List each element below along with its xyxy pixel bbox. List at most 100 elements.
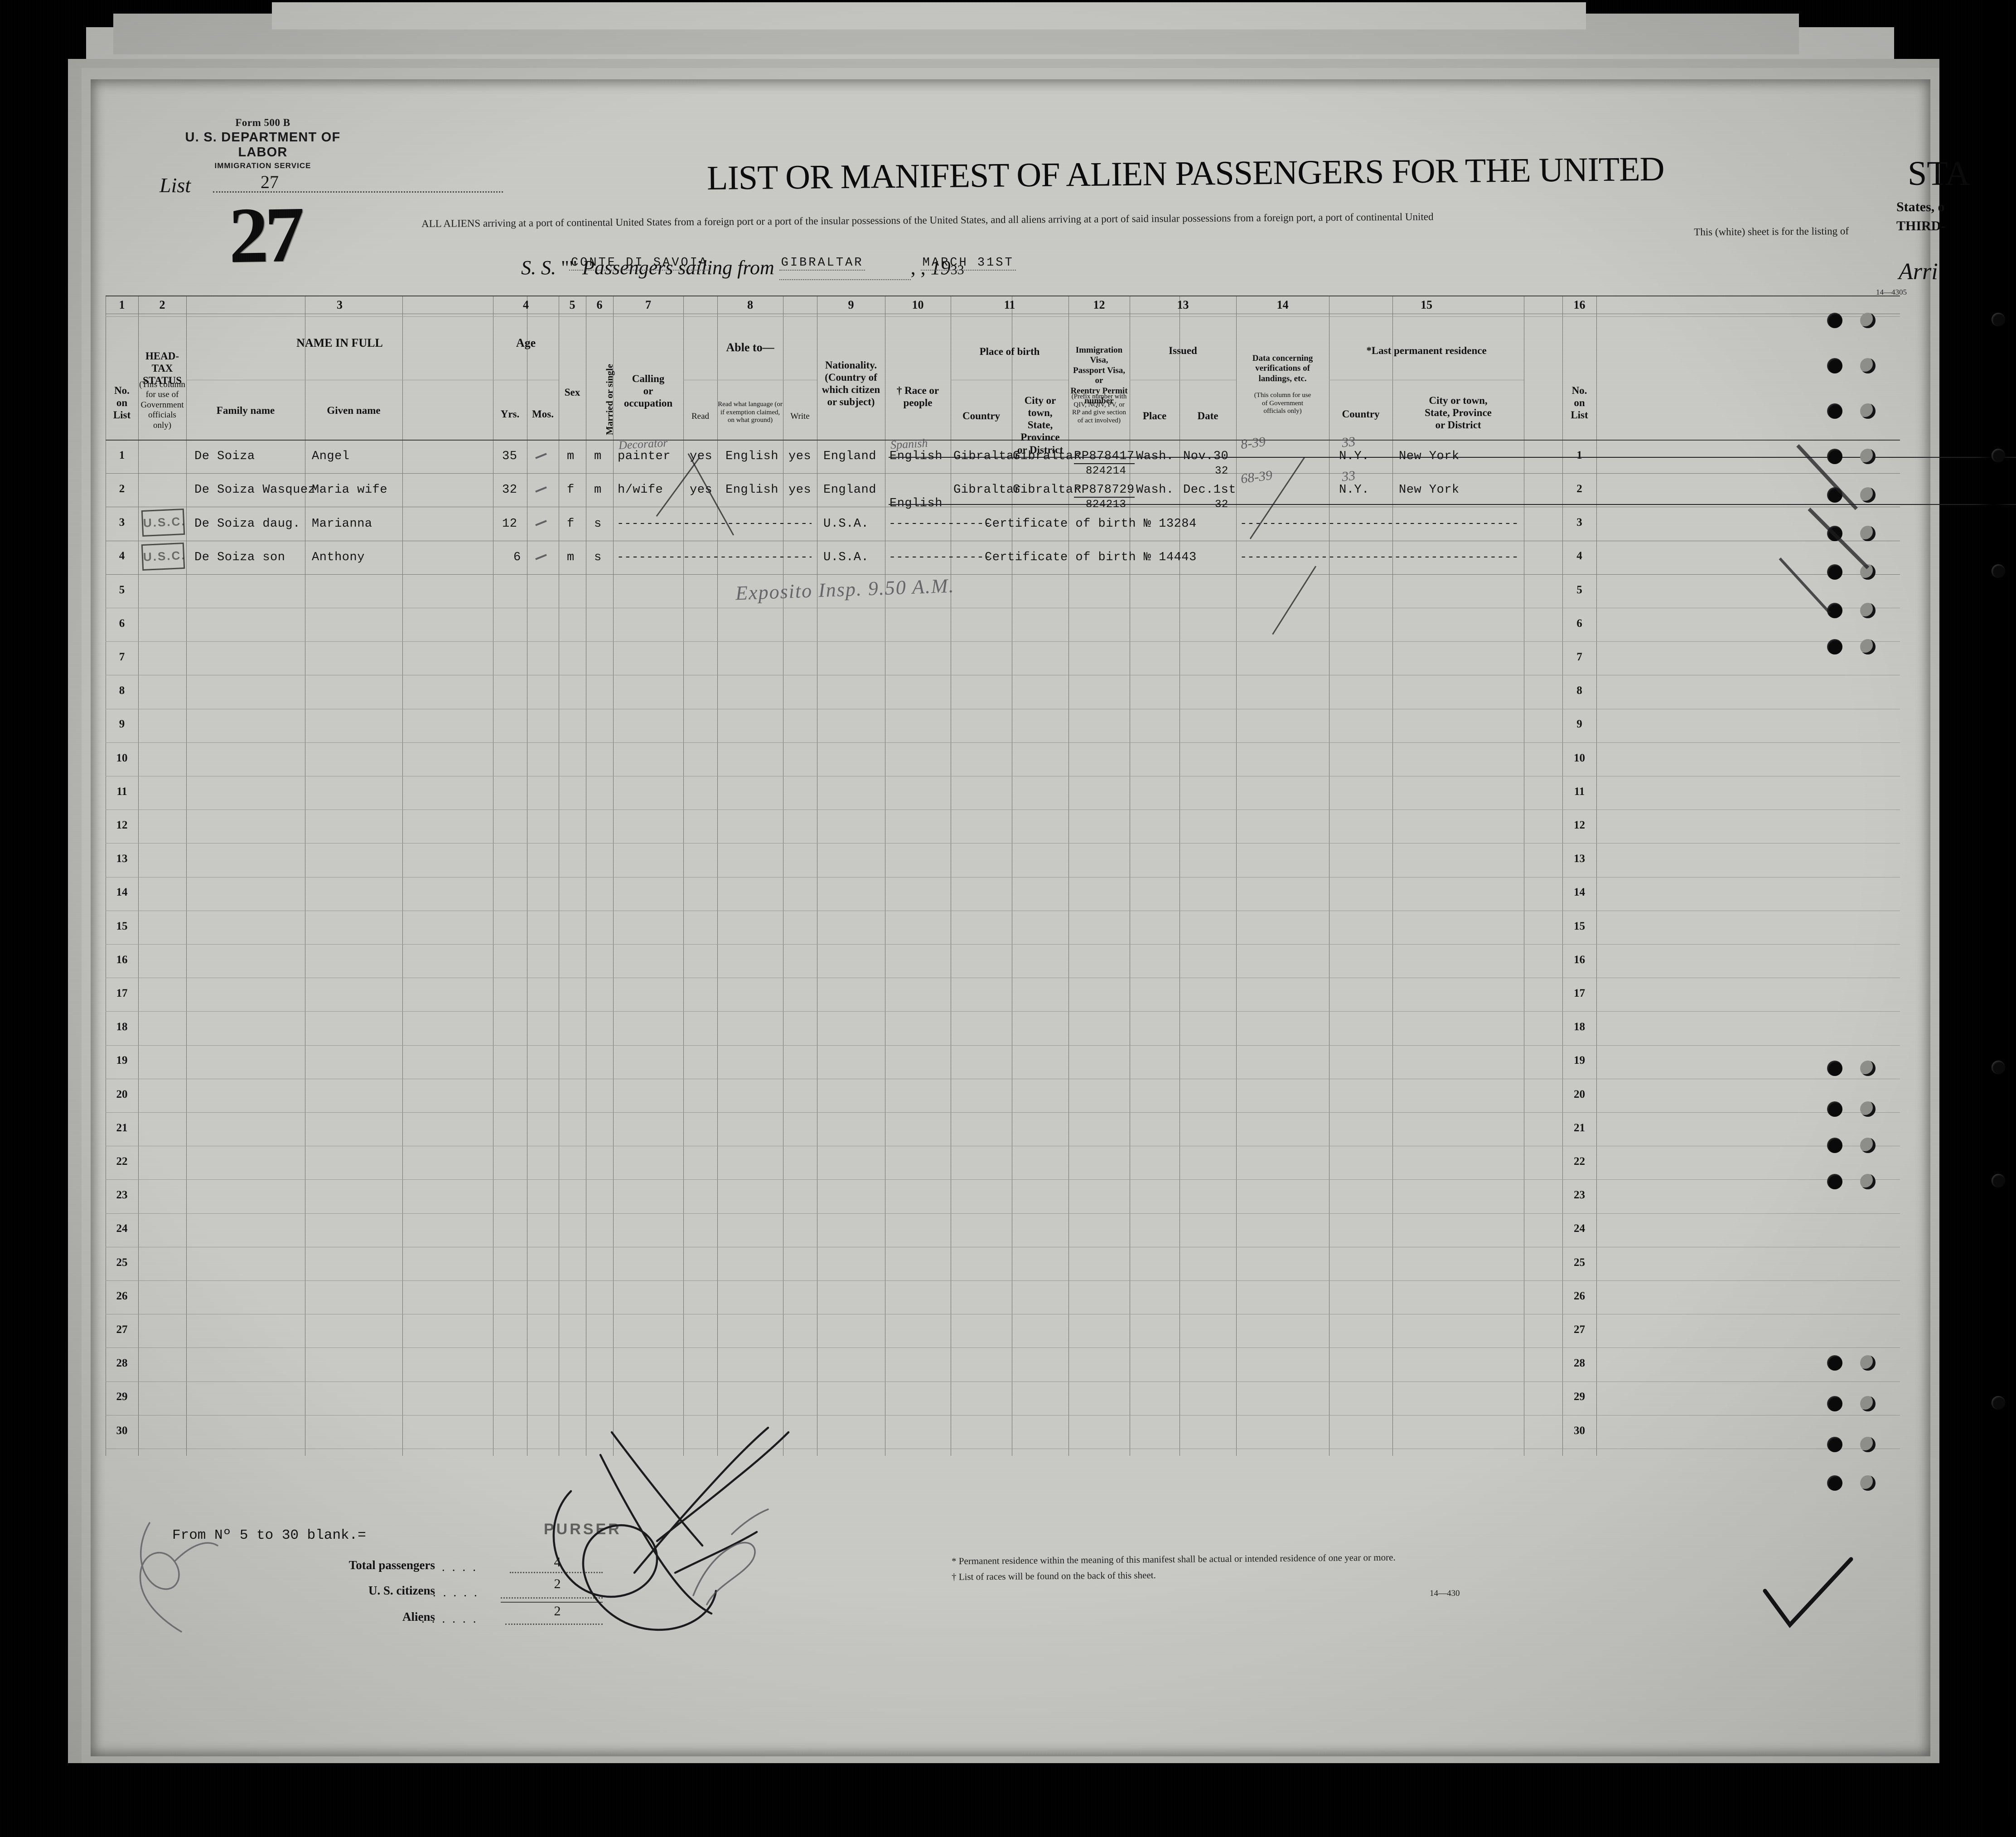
table-row-divider (106, 316, 1900, 317)
punch-hole (1827, 1475, 1842, 1491)
table-row-divider (106, 1011, 1900, 1012)
dot-leader-total: .... (442, 1560, 483, 1574)
cell-family-name: De Soiza daug. (194, 517, 300, 531)
row-number-left: 5 (119, 583, 125, 596)
column-number-6: 6 (596, 298, 603, 311)
cell-dashes-verification: ----------------------------------------… (1240, 550, 1518, 564)
cell-given-name: Marianna (312, 517, 372, 531)
column-header-caption: Data concerning verifications of landings,… (1252, 354, 1313, 383)
ship-name: CONTE DI SAVOIA (569, 256, 711, 271)
manifest-sheet (91, 79, 1930, 1756)
head-tax-stamp: U.S.C. (141, 542, 186, 571)
cell-visa-number-2: 824213 (1086, 499, 1126, 511)
aliens-value: 2 (554, 1604, 561, 1619)
cell-residence-city: New York (1399, 483, 1460, 497)
column-number-12: 12 (1093, 298, 1105, 311)
punch-hole (1827, 1396, 1842, 1411)
cell-married-single: s (594, 517, 602, 531)
row-number-right: 26 (1574, 1289, 1585, 1302)
cell-sex: m (567, 450, 575, 464)
year-prefix: 19 (930, 257, 951, 279)
cell-residence-handwritten: 33 (1341, 434, 1356, 451)
row-number-right: 13 (1574, 853, 1585, 865)
column-header-caption: Immigration Visa, Passport Visa, or Reentr… (1070, 345, 1128, 406)
column-number-7: 7 (645, 298, 651, 311)
row-number-right: 18 (1574, 1021, 1585, 1033)
column-header-caption: HEAD-TAX STATUS (142, 350, 182, 387)
punch-hole-adjacent-sheet (1992, 1396, 2005, 1410)
column-number-9: 9 (848, 298, 854, 311)
cell-issued-place: Wash. (1136, 450, 1174, 464)
list-underline (213, 191, 503, 193)
row-number-left: 22 (116, 1155, 128, 1168)
row-number-left: 29 (116, 1391, 128, 1403)
column-header-married-or-single: Married or single (604, 364, 615, 435)
punch-hole (1827, 358, 1842, 373)
row-number-left: 27 (116, 1323, 128, 1336)
purser-stamp: PURSER (544, 1521, 622, 1538)
page-title-continuation: STA (1908, 155, 1970, 193)
column-header-caption: Age (516, 336, 536, 349)
row-number-left: 13 (116, 853, 128, 865)
table-column-divider (683, 296, 684, 1456)
cell-given-name: Maria wife (312, 483, 388, 497)
cell-sex: f (567, 517, 575, 531)
cell-sex: m (567, 550, 575, 564)
punch-hole (1860, 313, 1876, 328)
column-number-15: 15 (1421, 298, 1432, 311)
punch-hole-adjacent-sheet (1992, 449, 2005, 462)
row-number-left: 2 (119, 482, 125, 495)
row-number-left: 26 (116, 1289, 128, 1302)
cell-read-language: English (725, 483, 778, 497)
column-header-caption: Nationality. (Country of which citizen or s… (822, 359, 880, 408)
cell-nationality: U.S.A. (823, 550, 869, 564)
column-header-caption: No. on List (113, 385, 131, 421)
table-row-divider (106, 1179, 1900, 1180)
punch-hole (1827, 1061, 1842, 1076)
inspector-handwritten-note: Exposito Insp. 9.50 A.M. (735, 574, 955, 605)
cell-dashes-race: --------------- (889, 517, 991, 531)
row-number-right: 20 (1574, 1088, 1585, 1100)
punch-hole-adjacent-sheet (1992, 564, 2005, 578)
us-citizens-value: 2 (554, 1576, 561, 1591)
row-number-right: 23 (1574, 1189, 1585, 1202)
punch-hole (1860, 603, 1876, 618)
column-number-4: 4 (523, 298, 529, 311)
column-header-caption: Place of birth (979, 346, 1040, 357)
column-header-caption: Place (1142, 410, 1167, 422)
column-number-2: 2 (159, 298, 165, 311)
cell-birth-country: Gibraltar (953, 483, 1022, 497)
row-number-left: 18 (116, 1021, 128, 1033)
row-number-right: 15 (1574, 920, 1585, 932)
table-column-divider (402, 296, 403, 1456)
list-number-large: 27 (228, 190, 302, 280)
row-number-right: 17 (1574, 987, 1585, 999)
punch-hole (1860, 403, 1876, 419)
punch-hole (1827, 639, 1842, 654)
row-number-right: 30 (1574, 1424, 1585, 1437)
cell-occupation-handwritten: Decorator (618, 436, 668, 452)
voyage-line: S. S. " CONTE DI SAVOIA " Passengers saili… (521, 256, 1016, 280)
instructions-right-1: States, o (1896, 199, 1945, 214)
cell-read-language: English (725, 450, 778, 464)
punch-hole (1860, 358, 1876, 373)
table-row-divider (106, 742, 1900, 743)
table-row-divider (106, 473, 1900, 474)
cell-issued-date: Nov.30 (1183, 450, 1229, 464)
cell-birth-city: Gibraltar (1013, 450, 1081, 464)
cell-read: yes (690, 450, 713, 464)
punch-hole-adjacent-sheet (1992, 1174, 2005, 1188)
dot-leader-citizens: ..... (433, 1585, 484, 1599)
punch-hole (1827, 1101, 1842, 1117)
column-number-11: 11 (1004, 298, 1015, 311)
cell-verification-handwritten: 68-39 (1240, 467, 1273, 486)
stacked-sheet-back-3 (272, 2, 1586, 29)
cell-dashes-verification: ----------------------------------------… (1240, 517, 1518, 531)
cell-family-name: De Soiza son (194, 550, 285, 564)
list-number: 27 (261, 172, 279, 192)
blank-rows-note: From Nº 5 to 30 blank.= (172, 1527, 366, 1543)
table-row-divider (106, 641, 1900, 642)
punch-hole (1827, 1138, 1842, 1153)
column-header-caption: Sex (564, 387, 580, 398)
table-row-divider (106, 809, 1900, 810)
